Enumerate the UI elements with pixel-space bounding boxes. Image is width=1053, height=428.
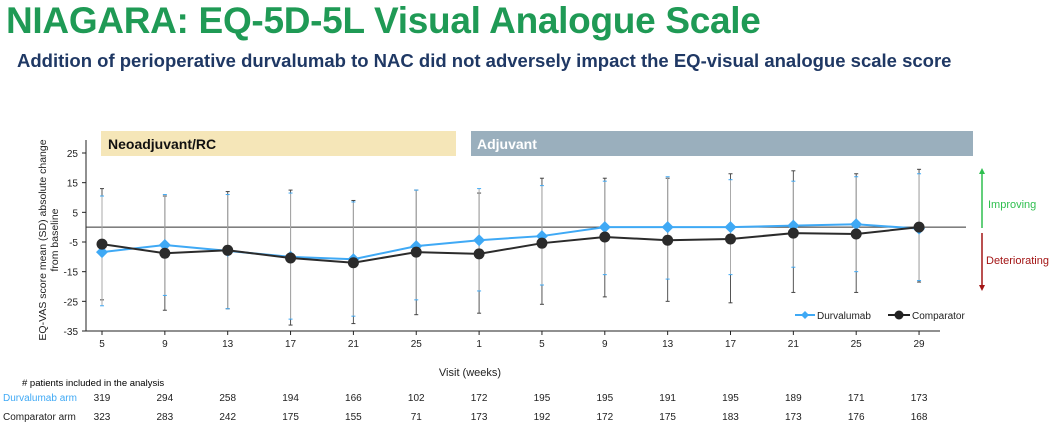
table-cell: 175	[282, 412, 299, 423]
x-tick-label: 25	[851, 339, 863, 350]
table-cell: 155	[345, 412, 362, 423]
table-cell: 319	[93, 393, 111, 404]
data-point-comparator	[159, 247, 171, 259]
data-point-comparator	[725, 233, 736, 245]
data-point-comparator	[410, 246, 422, 258]
table-cell: 166	[345, 393, 362, 404]
data-point-durvalumab	[158, 238, 171, 251]
table-cell: 172	[596, 412, 614, 423]
x-tick-label: 29	[913, 339, 925, 350]
table-cell: 71	[410, 412, 422, 423]
table-cell: 173	[785, 412, 802, 423]
table-cell: 173	[470, 412, 488, 423]
table-row-label: Durvalumab arm	[3, 393, 77, 404]
data-point-comparator	[787, 227, 799, 239]
x-tick-label: 13	[222, 339, 234, 350]
table-cell: 283	[156, 412, 174, 423]
data-point-comparator	[913, 221, 925, 233]
table-cell: 183	[722, 412, 739, 423]
phase-bar-adjuvant	[471, 131, 973, 156]
table-cell: 194	[282, 393, 299, 404]
y-axis-label: EQ-VAS score mean (SD) absolute changefr…	[37, 139, 61, 340]
data-point-comparator	[473, 248, 485, 260]
x-tick-label: 9	[602, 339, 608, 350]
x-tick-label: 25	[411, 339, 423, 350]
table-cell: 191	[659, 393, 676, 404]
data-point-durvalumab	[598, 221, 611, 234]
x-tick-label: 1	[476, 339, 482, 350]
legend-marker-comparator	[894, 310, 904, 320]
table-cell: 195	[596, 393, 614, 404]
legend-label-durvalumab: Durvalumab	[817, 311, 871, 322]
table-cell: 102	[407, 393, 425, 404]
table-cell: 258	[219, 393, 237, 404]
table-cell: 323	[93, 412, 111, 423]
improving-label: Improving	[988, 199, 1036, 211]
y-tick-label: -15	[64, 268, 79, 279]
series-line-comparator	[101, 226, 920, 264]
arrow-down-icon	[979, 285, 985, 291]
table-cell: 173	[910, 393, 928, 404]
x-tick-label: 9	[162, 339, 168, 350]
table-cell: 242	[219, 412, 237, 423]
y-tick-label: 15	[67, 179, 79, 190]
table-cell: 168	[910, 412, 928, 423]
x-tick-label: 13	[662, 339, 674, 350]
x-axis-label: Visit (weeks)	[439, 367, 501, 379]
x-tick-label: 17	[725, 339, 737, 350]
data-point-comparator	[222, 244, 234, 256]
data-point-durvalumab	[724, 221, 737, 234]
x-tick-label: 5	[99, 339, 105, 350]
data-point-durvalumab	[850, 218, 863, 231]
data-point-comparator	[662, 234, 674, 246]
x-tick-label: 21	[788, 339, 800, 350]
table-row-label: Comparator arm	[3, 412, 76, 423]
page-title: NIAGARA: EQ-5D-5L Visual Analogue Scale	[6, 0, 761, 41]
data-point-durvalumab	[96, 246, 108, 259]
arrow-up-icon	[979, 168, 985, 174]
x-tick-label: 5	[539, 339, 545, 350]
data-point-comparator	[536, 237, 548, 249]
data-point-comparator	[96, 238, 108, 250]
phase-label-neoadjuvant: Neoadjuvant/RC	[108, 136, 216, 152]
data-point-durvalumab	[661, 221, 674, 234]
data-point-comparator	[285, 252, 297, 264]
table-cell: 192	[533, 412, 551, 423]
data-point-comparator	[850, 228, 862, 240]
table-cell: 294	[156, 393, 174, 404]
table-cell: 195	[533, 393, 551, 404]
phase-bar-neoadjuvant	[101, 131, 456, 156]
data-point-durvalumab	[473, 234, 486, 247]
table-cell: 189	[785, 393, 802, 404]
x-tick-label: 17	[285, 339, 297, 350]
table-cell: 176	[847, 412, 865, 423]
y-tick-label: 5	[72, 208, 78, 219]
x-tick-label: 21	[348, 339, 360, 350]
table-cell: 195	[722, 393, 739, 404]
y-tick-label: -25	[64, 297, 79, 308]
table-cell: 172	[470, 393, 488, 404]
deteriorating-label: Deteriorating	[986, 255, 1049, 267]
y-tick-label: -5	[69, 238, 78, 249]
table-caption: # patients included in the analysis	[22, 378, 165, 389]
data-point-comparator	[347, 257, 359, 269]
page-subtitle: Addition of perioperative durvalumab to …	[17, 50, 952, 71]
phase-label-adjuvant: Adjuvant	[477, 136, 537, 152]
table-cell: 175	[659, 412, 676, 423]
y-tick-label: 25	[67, 149, 79, 160]
y-tick-label: -35	[64, 327, 79, 338]
legend-label-comparator: Comparator	[912, 311, 965, 322]
legend-marker-durvalumab	[801, 311, 809, 319]
data-point-comparator	[599, 231, 611, 243]
table-cell: 171	[847, 393, 865, 404]
